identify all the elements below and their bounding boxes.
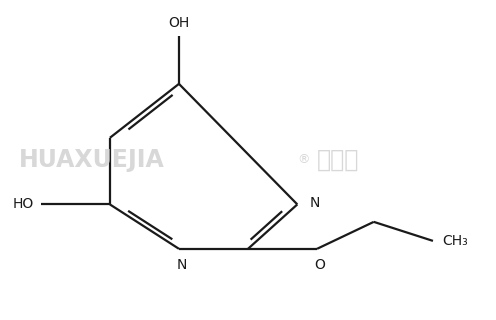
Text: 化学加: 化学加 [317,148,360,172]
Text: N: N [310,196,320,210]
Text: HUAXUEJIA: HUAXUEJIA [19,148,164,172]
Text: HO: HO [12,197,33,212]
Text: O: O [314,258,325,272]
Text: CH₃: CH₃ [442,234,468,248]
Text: ®: ® [297,154,310,166]
Text: N: N [176,258,186,272]
Text: OH: OH [168,16,189,30]
